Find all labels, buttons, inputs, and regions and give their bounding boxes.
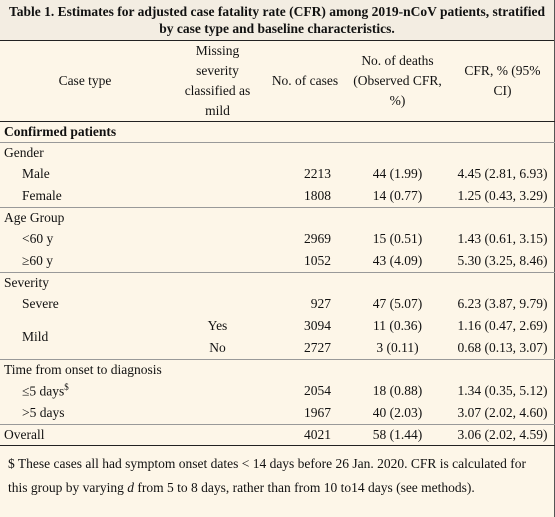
case-type: Female xyxy=(0,185,170,208)
case-type: ≥60 y xyxy=(0,250,170,273)
note-mark: $ xyxy=(64,382,69,393)
group-row: Time from onset to diagnosis xyxy=(0,359,555,380)
cfr-cell: 1.43 (0.61, 3.15) xyxy=(457,231,548,246)
deaths-cell: 15 (0.51) xyxy=(372,231,423,246)
cfr-cell: 5.30 (3.25, 8.46) xyxy=(457,253,548,268)
group-row: Age Group xyxy=(0,207,555,228)
missing-mild-cell xyxy=(170,402,265,425)
cases-cell: 2054 xyxy=(304,383,331,398)
cfr-cell: 3.07 (2.02, 4.60) xyxy=(457,405,548,420)
deaths-cell: 14 (0.77) xyxy=(372,188,423,203)
deaths-cell: 40 (2.03) xyxy=(372,405,423,420)
cfr-cell: 3.06 (2.02, 4.59) xyxy=(450,424,555,446)
case-type-text: Severe xyxy=(22,296,59,311)
cases-cell: 2969 xyxy=(304,231,331,246)
cfr-cell: 1.34 (0.35, 5.12) xyxy=(457,383,548,398)
cases-cell: 927 xyxy=(310,296,331,311)
column-header: CFR, % (95% CI) xyxy=(450,41,555,122)
column-header: No. of deaths (Observed CFR, %) xyxy=(345,41,450,122)
case-type-text: Male xyxy=(22,166,50,181)
footnote: $ These cases all had symptom onset date… xyxy=(0,446,554,500)
case-type-text: Female xyxy=(22,188,62,203)
missing-mild-cell xyxy=(170,228,265,250)
cfr-cell: 1.25 (0.43, 3.29) xyxy=(457,188,548,203)
case-type: Mild xyxy=(22,329,49,344)
case-type: >5 days xyxy=(0,402,170,425)
missing-mild-cell: No xyxy=(209,340,226,355)
cfr-cell: 4.45 (2.81, 6.93) xyxy=(457,166,548,181)
case-type-text: ≤5 days xyxy=(22,383,65,399)
case-type-text: <60 y xyxy=(22,231,54,246)
cfr-cell: 0.68 (0.13, 3.07) xyxy=(457,340,548,355)
column-header: No. of cases xyxy=(265,41,345,122)
cases-cell: 2727 xyxy=(304,340,331,355)
cases-cell: 2213 xyxy=(304,166,331,181)
column-header: Missing severity classified as mild xyxy=(170,41,265,122)
cases-cell: 4021 xyxy=(265,424,345,446)
overall-row: Overall 4021 58 (1.44) 3.06 (2.02, 4.59) xyxy=(0,424,555,446)
deaths-cell: 43 (4.09) xyxy=(372,253,423,268)
case-type: <60 y xyxy=(0,228,170,250)
missing-mild-cell: Yes xyxy=(207,318,228,333)
case-type: ≤5 days$ xyxy=(0,380,170,402)
data-row: Severe 927 47 (5.07) 6.23 (3.87, 9.79) xyxy=(0,293,555,315)
footnote-text: from 5 to 8 days, rather than from 10 to… xyxy=(134,480,475,495)
data-row: Mild Yes 3094 11 (0.36) 1.16 (0.47, 2.69) xyxy=(0,315,555,344)
missing-mild-cell xyxy=(170,163,265,185)
data-row: <60 y 2969 15 (0.51) 1.43 (0.61, 3.15) xyxy=(0,228,555,250)
header-row: Case type Missing severity classified as … xyxy=(0,41,555,122)
group-label: Severity xyxy=(0,272,555,293)
cfr-cell: 6.23 (3.87, 9.79) xyxy=(457,296,548,311)
missing-mild-cell xyxy=(170,250,265,273)
case-type-text: ≥60 y xyxy=(22,253,54,268)
deaths-cell: 11 (0.36) xyxy=(373,318,422,333)
deaths-cell: 44 (1.99) xyxy=(372,166,423,181)
data-row: ≥60 y 1052 43 (4.09) 5.30 (3.25, 8.46) xyxy=(0,250,555,273)
data-row: No 2727 3 (0.11) 0.68 (0.13, 3.07) xyxy=(0,337,555,360)
data-row: Male 2213 44 (1.99) 4.45 (2.81, 6.93) xyxy=(0,163,555,185)
section-row: Confirmed patients xyxy=(0,122,555,143)
table-title: Table 1. Estimates for adjusted case fat… xyxy=(0,0,554,41)
case-type: Male xyxy=(0,163,170,185)
group-label: Time from onset to diagnosis xyxy=(0,359,555,380)
case-type: Overall xyxy=(0,424,170,446)
missing-mild-cell xyxy=(170,293,265,315)
deaths-cell: 47 (5.07) xyxy=(372,296,423,311)
cases-cell: 1052 xyxy=(304,253,331,268)
deaths-cell: 3 (0.11) xyxy=(376,340,419,355)
group-label: Gender xyxy=(0,142,555,163)
column-header: Case type xyxy=(0,41,170,122)
section-label: Confirmed patients xyxy=(4,124,117,139)
missing-mild-cell xyxy=(170,185,265,208)
data-row: ≤5 days$ 2054 18 (0.88) 1.34 (0.35, 5.12) xyxy=(0,380,555,402)
cfr-cell: 1.16 (0.47, 2.69) xyxy=(457,318,548,333)
deaths-cell: 58 (1.44) xyxy=(345,424,450,446)
cases-cell: 1808 xyxy=(304,188,331,203)
case-type: Severe xyxy=(0,293,170,315)
cases-cell: 3094 xyxy=(304,318,331,333)
group-row: Severity xyxy=(0,272,555,293)
group-label: Age Group xyxy=(0,207,555,228)
missing-mild-cell xyxy=(170,424,265,446)
deaths-cell: 18 (0.88) xyxy=(372,383,423,398)
data-row: >5 days 1967 40 (2.03) 3.07 (2.02, 4.60) xyxy=(0,402,555,425)
table: Case type Missing severity classified as … xyxy=(0,41,555,446)
data-row: Female 1808 14 (0.77) 1.25 (0.43, 3.29) xyxy=(0,185,555,208)
group-row: Gender xyxy=(0,142,555,163)
footnote-text: d xyxy=(127,480,134,495)
footnote-text: $ These cases all had symptom onset date… xyxy=(8,456,527,495)
cases-cell: 1967 xyxy=(304,405,331,420)
case-type-text: >5 days xyxy=(22,405,65,420)
missing-mild-cell xyxy=(170,380,265,402)
